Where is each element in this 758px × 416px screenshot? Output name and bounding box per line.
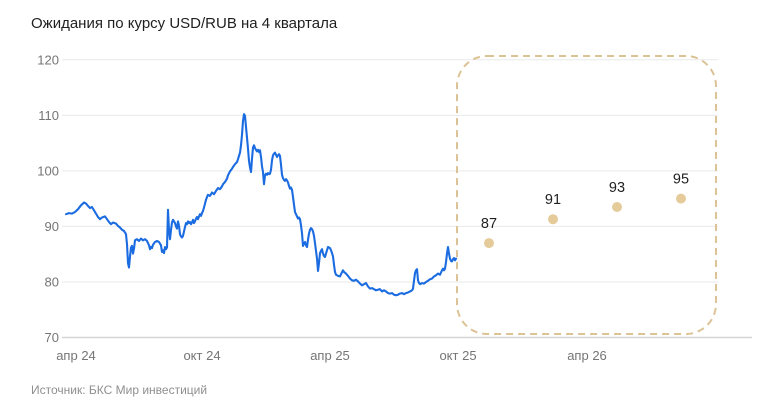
x-axis-tick-label: апр 24: [56, 348, 96, 363]
y-axis-tick-label: 70: [45, 330, 59, 345]
forecast-dot: [612, 201, 622, 212]
forecast-value-label: 87: [481, 216, 497, 232]
usdrub-history-line: [64, 113, 458, 297]
y-axis-tick-label: 120: [37, 52, 59, 67]
forecast-value-label: 91: [545, 192, 561, 208]
x-axis-tick-label: окт 24: [183, 348, 220, 363]
x-axis-tick-label: окт 25: [439, 348, 476, 363]
forecast-value-label: 93: [609, 180, 625, 196]
x-axis-tick-label: апр 25: [310, 348, 350, 363]
y-axis-tick-label: 80: [45, 274, 59, 289]
source-note: Источник: БКС Мир инвестиций: [31, 383, 208, 397]
y-axis-tick-label: 110: [38, 108, 59, 123]
forecast-dot: [676, 193, 686, 204]
forecast-value-label: 95: [673, 172, 689, 188]
y-axis-tick-label: 90: [45, 219, 59, 234]
chart-title: Ожидания по курсу USD/RUB на 4 квартала: [31, 15, 338, 32]
forecast-box: [456, 55, 717, 335]
forecast-dot: [548, 214, 558, 225]
forecast-dot: [484, 238, 494, 249]
y-axis-tick-label: 100: [37, 163, 59, 178]
x-axis-tick-label: апр 26: [567, 348, 607, 363]
